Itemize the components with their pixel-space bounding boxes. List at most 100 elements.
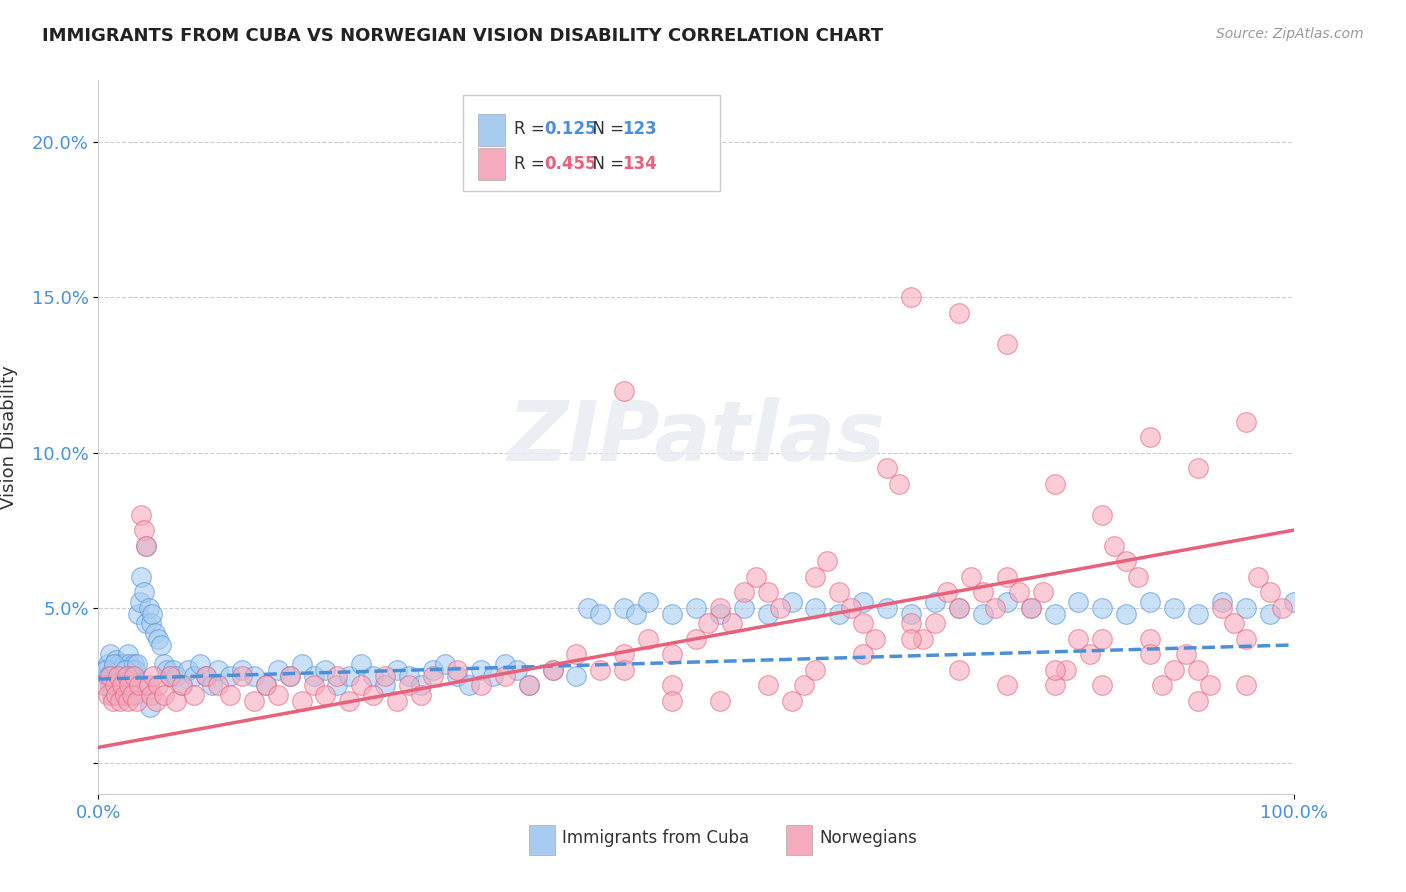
Text: 0.125: 0.125 xyxy=(544,120,596,137)
Point xyxy=(637,632,659,646)
Point xyxy=(1163,663,1185,677)
Point xyxy=(948,306,970,320)
Point xyxy=(94,663,117,677)
Point xyxy=(93,663,115,677)
Point xyxy=(131,508,153,522)
Point xyxy=(135,539,157,553)
Point xyxy=(756,678,779,692)
Point xyxy=(709,694,731,708)
Point xyxy=(1175,647,1198,661)
Point xyxy=(139,688,162,702)
Text: R =: R = xyxy=(515,120,550,137)
Point xyxy=(494,657,516,671)
Text: 134: 134 xyxy=(621,155,657,173)
Text: N =: N = xyxy=(582,155,630,173)
Point xyxy=(541,663,564,677)
Point xyxy=(111,688,134,702)
Point xyxy=(995,678,1018,692)
Point xyxy=(613,663,636,677)
Point xyxy=(541,663,564,677)
Point xyxy=(108,678,131,692)
Point xyxy=(97,688,120,702)
Point xyxy=(768,600,790,615)
Point xyxy=(852,616,875,631)
Point xyxy=(1067,594,1090,608)
Point xyxy=(350,657,373,671)
Point xyxy=(101,694,124,708)
Point xyxy=(132,523,155,537)
Text: ZIPatlas: ZIPatlas xyxy=(508,397,884,477)
Point xyxy=(207,678,229,692)
Point xyxy=(458,678,481,692)
Point xyxy=(685,632,707,646)
Point xyxy=(339,694,361,708)
Point xyxy=(852,647,875,661)
Point xyxy=(1104,539,1126,553)
Point xyxy=(115,678,138,692)
Point xyxy=(841,600,863,615)
Point xyxy=(780,694,803,708)
Point xyxy=(115,669,138,683)
Point xyxy=(900,290,922,304)
Point xyxy=(578,600,600,615)
Point xyxy=(97,657,120,671)
Point xyxy=(1211,600,1233,615)
Point xyxy=(363,688,385,702)
Point xyxy=(589,663,612,677)
Point xyxy=(828,585,851,599)
Point xyxy=(661,694,683,708)
Point xyxy=(111,678,134,692)
Point xyxy=(254,678,277,692)
Point xyxy=(132,678,155,692)
Point xyxy=(363,669,385,683)
Point xyxy=(1139,647,1161,661)
Point xyxy=(1139,594,1161,608)
Point xyxy=(948,600,970,615)
Point xyxy=(422,663,444,677)
Point xyxy=(756,607,779,621)
Point xyxy=(1152,678,1174,692)
Point xyxy=(162,663,184,677)
Point xyxy=(1258,585,1281,599)
Point xyxy=(135,539,157,553)
Point xyxy=(135,616,157,631)
Point xyxy=(117,647,139,661)
Point xyxy=(434,657,457,671)
Point xyxy=(125,657,148,671)
FancyBboxPatch shape xyxy=(463,95,720,191)
Point xyxy=(1115,607,1137,621)
Point xyxy=(138,678,160,692)
Point xyxy=(626,607,648,621)
Point xyxy=(876,600,898,615)
Text: Norwegians: Norwegians xyxy=(820,830,917,847)
Point xyxy=(1056,663,1078,677)
Point xyxy=(1234,678,1257,692)
Point xyxy=(195,669,218,683)
Point xyxy=(326,669,349,683)
Text: IMMIGRANTS FROM CUBA VS NORWEGIAN VISION DISABILITY CORRELATION CHART: IMMIGRANTS FROM CUBA VS NORWEGIAN VISION… xyxy=(42,27,883,45)
Point xyxy=(159,669,181,683)
Point xyxy=(745,570,768,584)
Point xyxy=(972,585,994,599)
Point xyxy=(1139,430,1161,444)
Point xyxy=(110,669,132,683)
Point xyxy=(995,594,1018,608)
FancyBboxPatch shape xyxy=(786,824,811,855)
Point xyxy=(120,678,142,692)
Point xyxy=(267,688,290,702)
Point xyxy=(93,678,115,692)
Point xyxy=(1043,663,1066,677)
Point xyxy=(155,663,177,677)
Point xyxy=(506,663,529,677)
Point xyxy=(804,570,827,584)
Point xyxy=(117,669,139,683)
Point xyxy=(1067,632,1090,646)
Point xyxy=(1043,678,1066,692)
Point xyxy=(565,669,588,683)
Point xyxy=(1187,694,1209,708)
Point xyxy=(1187,607,1209,621)
Text: N =: N = xyxy=(582,120,630,137)
Point xyxy=(995,570,1018,584)
Point xyxy=(267,663,290,677)
Point xyxy=(685,600,707,615)
